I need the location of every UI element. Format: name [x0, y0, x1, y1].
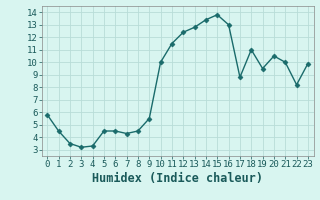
X-axis label: Humidex (Indice chaleur): Humidex (Indice chaleur) — [92, 172, 263, 185]
